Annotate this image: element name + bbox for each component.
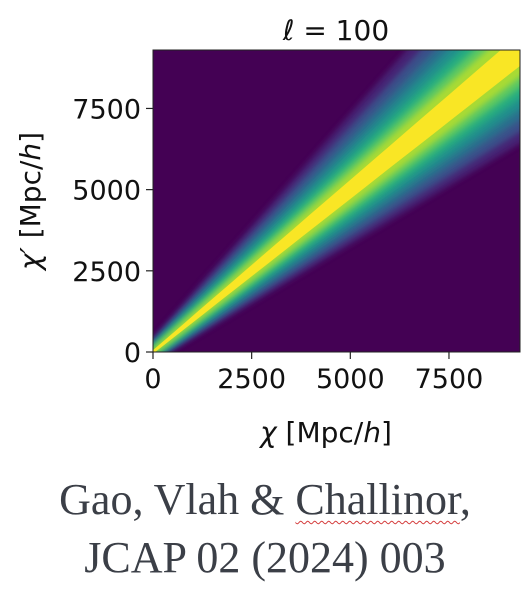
x-tick-label: 0	[144, 364, 161, 395]
y-tick-label: 2500	[72, 257, 141, 288]
y-axis-title: χ′ [Mpc/h]	[14, 132, 47, 272]
citation-authors-suffix: ,	[459, 475, 471, 524]
citation-authors-prefix: Gao, Vlah &	[59, 475, 296, 524]
chart-title: ℓ = 100	[282, 14, 389, 47]
y-axis-ticks: 0 2500 5000 7500	[72, 94, 153, 369]
heat-bands	[153, 50, 520, 352]
x-axis-title: χ [Mpc/h]	[258, 416, 392, 449]
heat-band-level-8	[153, 50, 520, 352]
y-tick-label: 7500	[72, 94, 141, 125]
x-tick-label: 7500	[415, 364, 484, 395]
heatmap-chart: 0 2500 5000 7500 0 2500 5000 7500 ℓ = 100 χ [M…	[14, 14, 521, 449]
citation-authors: Gao, Vlah & Challinor,	[0, 474, 530, 525]
y-tick-label: 0	[124, 338, 141, 369]
x-tick-label: 5000	[316, 364, 385, 395]
citation-journal: JCAP 02 (2024) 003	[84, 533, 446, 582]
plot-frame	[152, 49, 521, 353]
citation-author-underlined: Challinor	[295, 475, 460, 524]
y-tick-label: 5000	[72, 176, 141, 207]
x-axis-ticks: 0 2500 5000 7500	[144, 352, 483, 395]
x-tick-label: 2500	[217, 364, 286, 395]
